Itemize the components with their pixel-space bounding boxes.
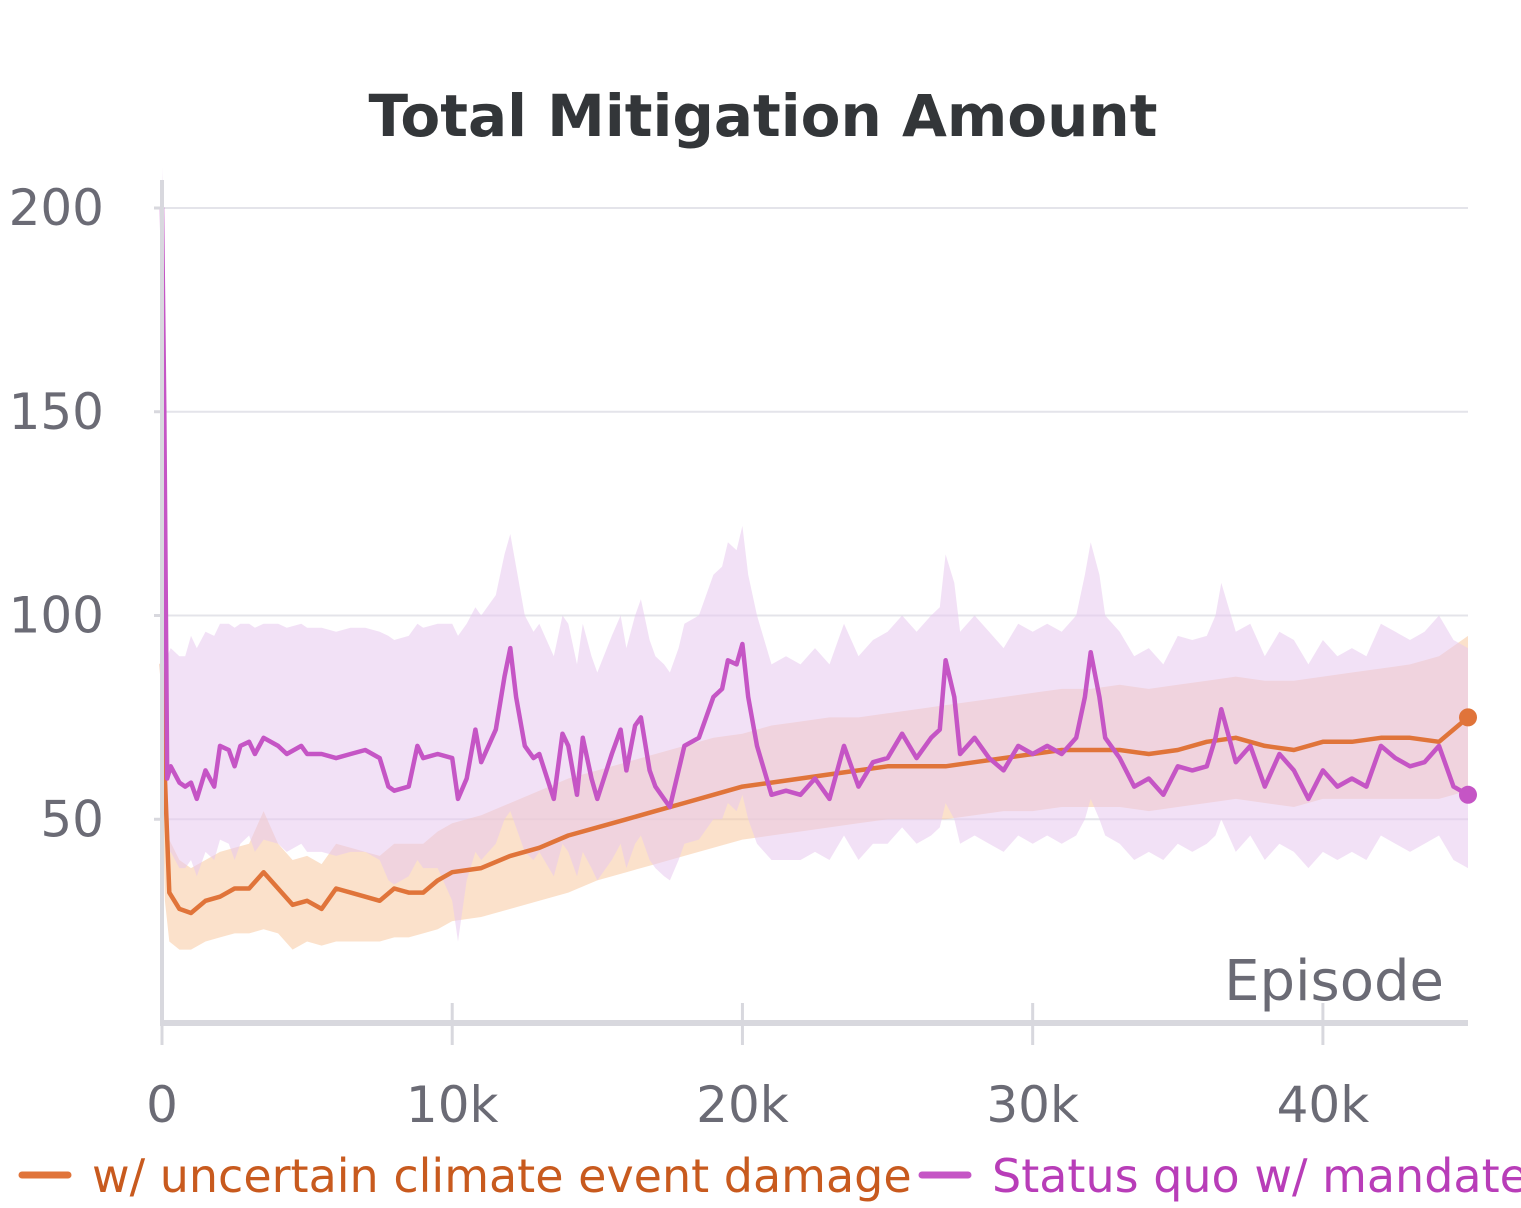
y-tick-label: 50	[40, 790, 104, 848]
legend-label-1: Status quo w/ mandate	[992, 1149, 1521, 1203]
axes: 50 100 150 200 0 10k 20k 30k 40k	[9, 179, 1468, 1134]
legend-label-0: w/ uncertain climate event damage	[92, 1149, 912, 1203]
x-tick-label: 0	[146, 1076, 178, 1134]
x-tick-label: 40k	[1277, 1076, 1370, 1134]
x-tick-label: 10k	[406, 1076, 499, 1134]
x-tick-label: 30k	[986, 1076, 1079, 1134]
x-tick-label: 20k	[696, 1076, 789, 1134]
series-lines	[159, 205, 1477, 916]
x-axis-label: Episode	[1224, 949, 1444, 1014]
legend: w/ uncertain climate event damage Status …	[18, 1149, 1521, 1203]
confidence-band-1	[162, 167, 1468, 942]
series-end-point-0	[1459, 708, 1477, 727]
y-tick-label: 100	[9, 587, 104, 645]
y-tick-label: 150	[9, 383, 104, 441]
y-tick-label: 200	[9, 179, 104, 237]
series-line-0	[159, 662, 1471, 916]
chart-title: Total Mitigation Amount	[369, 82, 1158, 150]
series-line-1	[159, 205, 1471, 810]
series-end-point-1	[1459, 785, 1477, 804]
confidence-bands	[162, 167, 1468, 950]
